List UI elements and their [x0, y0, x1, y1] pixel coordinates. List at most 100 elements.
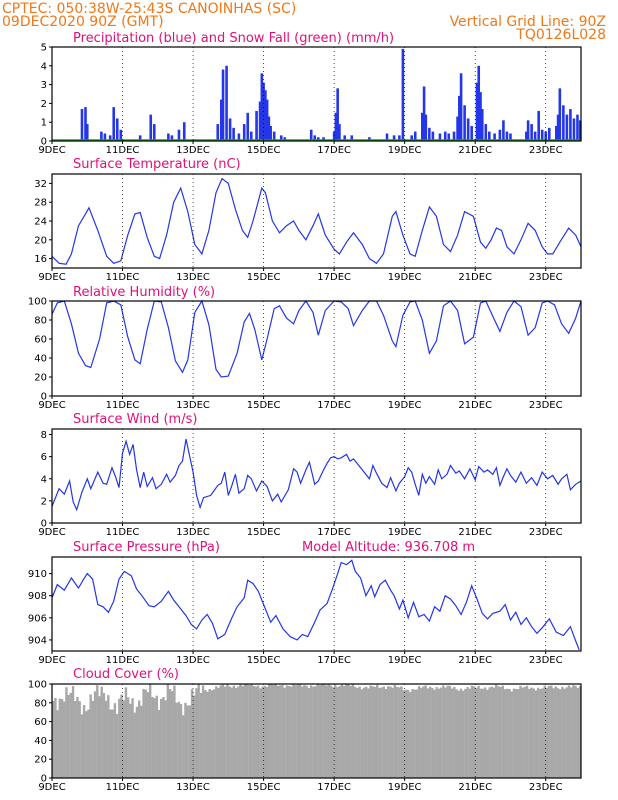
cloud-bar — [65, 687, 68, 778]
precip-bar — [119, 129, 123, 141]
cloud-bar — [534, 690, 538, 778]
cloud-bar — [107, 695, 110, 778]
cloud-bar — [422, 686, 425, 778]
cloud-xtick-label: 21DEC — [458, 782, 492, 793]
cloud-bar — [547, 685, 551, 778]
precip-ytick-label: 4 — [41, 61, 47, 72]
cloud-bar — [142, 688, 145, 778]
cloud-bar — [221, 684, 225, 778]
cloud-bar — [525, 685, 529, 778]
cloud-bar — [437, 688, 441, 778]
cloud-xtick-label: 9DEC — [38, 782, 65, 793]
cloud-bar — [338, 686, 341, 778]
cloud-bar — [243, 684, 247, 778]
cloud-bar — [89, 694, 92, 778]
cloud-bar — [479, 688, 483, 778]
cloud-title: Cloud Cover (%) — [73, 667, 179, 682]
cloud-bar — [371, 686, 375, 778]
cloud-bar — [237, 686, 240, 778]
precip-bar — [578, 120, 582, 141]
cloud-bar — [486, 689, 489, 778]
temp-xtick-label: 17DEC — [317, 272, 351, 283]
precip-bar — [264, 90, 267, 141]
cloud-bar — [91, 700, 95, 778]
cloud-bar — [556, 688, 560, 778]
cloud-bar — [567, 685, 571, 778]
precip-bar — [258, 101, 262, 141]
precip-bar — [225, 65, 228, 141]
cloud-bar — [111, 709, 114, 778]
cloud-bar — [481, 688, 485, 778]
pres-xtick-label: 17DEC — [317, 655, 351, 666]
rh-xtick-label: 23DEC — [529, 400, 563, 411]
wind-ytick-label: 0 — [41, 519, 47, 530]
cloud-bar — [572, 685, 575, 778]
cloud-bar — [349, 685, 352, 778]
temp-ytick-label: 28 — [34, 198, 47, 209]
cloud-xtick-label: 23DEC — [529, 782, 563, 793]
cloud-bar — [305, 685, 308, 778]
cloud-bar — [157, 710, 161, 778]
precip-bar — [167, 133, 170, 141]
precip-bar — [272, 131, 276, 141]
cloud-bar — [334, 684, 337, 778]
precip-bar — [279, 135, 283, 141]
cloud-bar — [316, 684, 319, 778]
cloud-bar — [113, 703, 117, 778]
precip-bar — [269, 125, 272, 141]
cloud-bar — [550, 685, 553, 778]
precip-bar — [547, 127, 551, 141]
rh-xtick-label: 13DEC — [176, 400, 210, 411]
cloud-xtick-label: 19DEC — [388, 782, 422, 793]
cloud-bar — [76, 696, 79, 778]
temp-xtick-label: 13DEC — [176, 272, 210, 283]
cloud-bar — [340, 684, 344, 778]
cloud-bar — [140, 705, 143, 778]
precip-bar — [350, 135, 354, 141]
cloud-bar — [102, 693, 106, 778]
model-header: TQ0126L028 — [515, 27, 606, 43]
pres-annotation: Model Altitude: 936.708 m — [302, 540, 475, 555]
cloud-bar — [569, 687, 573, 778]
cloud-bar — [223, 686, 227, 778]
temp-frame — [51, 173, 582, 269]
cloud-bar — [323, 684, 326, 778]
pres-xtick-label: 23DEC — [529, 655, 563, 666]
precip-xtick-label: 15DEC — [247, 145, 281, 156]
cloud-bar — [576, 687, 579, 778]
cloud-bar — [398, 687, 401, 778]
cloud-bar — [367, 688, 370, 778]
cloud-ytick-label: 80 — [34, 698, 47, 709]
cloud-bar — [118, 698, 121, 778]
cloud-bar — [164, 700, 167, 778]
precip-bar — [368, 137, 371, 141]
cloud-bar — [466, 687, 469, 778]
precip-bar — [540, 129, 544, 141]
precip-bar — [431, 131, 435, 141]
precip-xtick-label: 17DEC — [317, 145, 351, 156]
temp-xtick-label: 21DEC — [458, 272, 492, 283]
cloud-bar — [364, 686, 368, 778]
cloud-bar — [406, 689, 410, 778]
cloud-bar — [554, 686, 557, 778]
cloud-bar — [98, 696, 101, 778]
precip-bar — [385, 133, 389, 141]
cloud-bar — [380, 687, 383, 778]
cloud-bar — [523, 686, 527, 778]
cloud-bar — [215, 686, 218, 778]
cloud-bar — [378, 687, 381, 778]
precip-bar — [246, 112, 250, 141]
cloud-bar — [281, 685, 284, 778]
location-header: CPTEC: 050:38W-25:43S CANOINHAS (SC) — [2, 1, 296, 17]
wind-xtick-label: 21DEC — [458, 527, 492, 538]
cloud-bar — [442, 685, 445, 778]
cloud-bar — [521, 687, 524, 778]
precip-bar — [216, 124, 220, 141]
precip-bar — [537, 110, 540, 141]
precip-bar — [283, 137, 287, 141]
cloud-bar — [272, 684, 275, 778]
pres-xtick-label: 11DEC — [106, 655, 140, 666]
temp-ytick-label: 16 — [34, 254, 47, 265]
precip-bar — [421, 112, 424, 141]
cloud-bar — [232, 685, 236, 778]
